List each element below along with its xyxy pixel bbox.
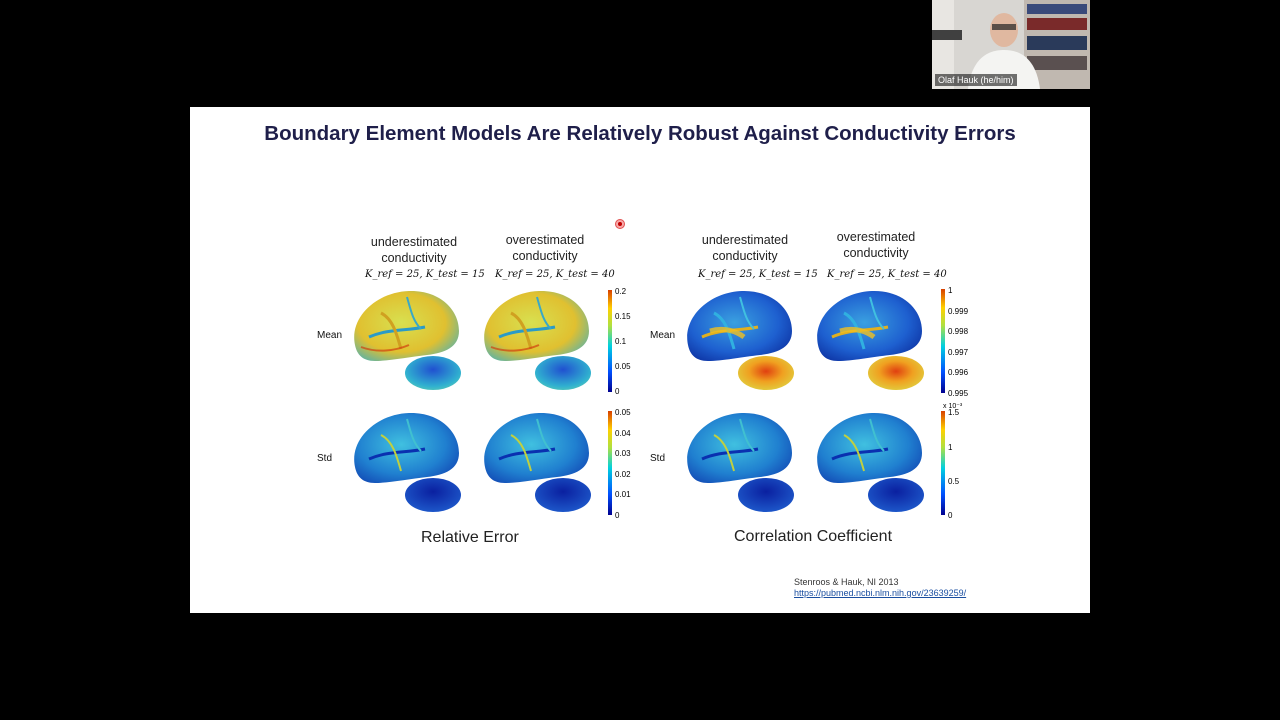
- rel-over-formula: K_ref = 25, K_test = 40: [495, 269, 615, 280]
- corr-under-formula: K_ref = 25, K_test = 15: [698, 269, 818, 280]
- slide-title: Boundary Element Models Are Relatively R…: [264, 122, 1016, 145]
- corr-std-under-brain: [685, 411, 796, 514]
- laser-pointer-icon: [615, 219, 625, 229]
- cb-tick: 0.04: [615, 429, 631, 438]
- corr-row-mean-label: Mean: [650, 330, 676, 341]
- cb-tick: 1.5: [948, 408, 960, 417]
- rel-under-line2: conductivity: [381, 251, 447, 265]
- rel-under-label: underestimated conductivity: [360, 234, 468, 266]
- rel-mean-over-brain: [482, 289, 593, 392]
- corr-std-over-brain: [815, 411, 926, 514]
- cb-tick: 0.998: [948, 327, 969, 336]
- cb-tick: 0.1: [615, 337, 627, 346]
- cb-tick: 0.01: [615, 490, 631, 499]
- corr-row-std-label: Std: [650, 453, 666, 464]
- cb-tick: 0.05: [615, 362, 631, 371]
- rel-row-std-label: Std: [317, 453, 333, 464]
- rel-under-formula: K_ref = 25, K_test = 15: [365, 269, 485, 280]
- cb-tick: 0.15: [615, 312, 631, 321]
- citation-text: Stenroos & Hauk, NI 2013: [794, 577, 899, 587]
- cb-tick: 1: [948, 443, 953, 452]
- cb-tick: 0: [615, 387, 620, 396]
- cb-tick: 0.05: [615, 409, 631, 417]
- rel-mean-colorbar: 0.2 0.15 0.1 0.05 0: [608, 288, 631, 396]
- rel-mean-under-brain: [352, 289, 463, 392]
- rel-over-line1: overestimated: [505, 233, 585, 247]
- correlation-caption: Correlation Coefficient: [734, 528, 893, 545]
- cb-tick: 0.995: [948, 389, 969, 398]
- corr-std-colorbar: x 10⁻³ 1.5 1 0.5 0: [941, 403, 963, 520]
- rel-over-label: overestimated conductivity: [491, 232, 599, 264]
- rel-row-mean-label: Mean: [317, 330, 343, 341]
- participant-video-tile[interactable]: Olaf Hauk (he/him): [932, 0, 1090, 89]
- corr-under-line1: underestimated: [701, 233, 789, 247]
- corr-under-label: underestimated conductivity: [691, 232, 799, 264]
- rel-over-line2: conductivity: [512, 249, 578, 263]
- corr-over-label: overestimated conductivity: [822, 229, 930, 261]
- pubmed-link[interactable]: https://pubmed.ncbi.nlm.nih.gov/23639259…: [794, 588, 967, 598]
- corr-over-line2: conductivity: [843, 246, 909, 260]
- cb-tick: 0.2: [615, 288, 627, 296]
- cb-tick: 0.03: [615, 449, 631, 458]
- rel-std-colorbar: 0.05 0.04 0.03 0.02 0.01 0: [608, 409, 631, 520]
- corr-over-formula: K_ref = 25, K_test = 40: [827, 269, 947, 280]
- cb-tick: 0: [948, 511, 953, 520]
- rel-std-over-brain: [482, 411, 593, 514]
- cb-exponent: x 10⁻³: [943, 403, 963, 410]
- cb-tick: 0.997: [948, 348, 969, 357]
- corr-over-line1: overestimated: [836, 230, 916, 244]
- rel-std-under-brain: [352, 411, 463, 514]
- presentation-slide: Boundary Element Models Are Relatively R…: [190, 107, 1090, 613]
- cb-tick: 0.999: [948, 307, 969, 316]
- relative-error-caption: Relative Error: [421, 529, 519, 546]
- cb-tick: 0: [615, 511, 620, 520]
- corr-mean-under-brain: [675, 287, 805, 392]
- rel-under-line1: underestimated: [370, 235, 458, 249]
- cb-tick: 0.996: [948, 368, 969, 377]
- participant-name: Olaf Hauk (he/him): [935, 74, 1017, 86]
- corr-mean-colorbar: 1 0.999 0.998 0.997 0.996 0.995: [941, 287, 969, 398]
- corr-mean-over-brain: [805, 287, 935, 392]
- corr-under-line2: conductivity: [712, 249, 778, 263]
- cb-tick: 0.02: [615, 470, 631, 479]
- cb-tick: 0.5: [948, 477, 960, 486]
- cb-tick: 1: [948, 287, 953, 295]
